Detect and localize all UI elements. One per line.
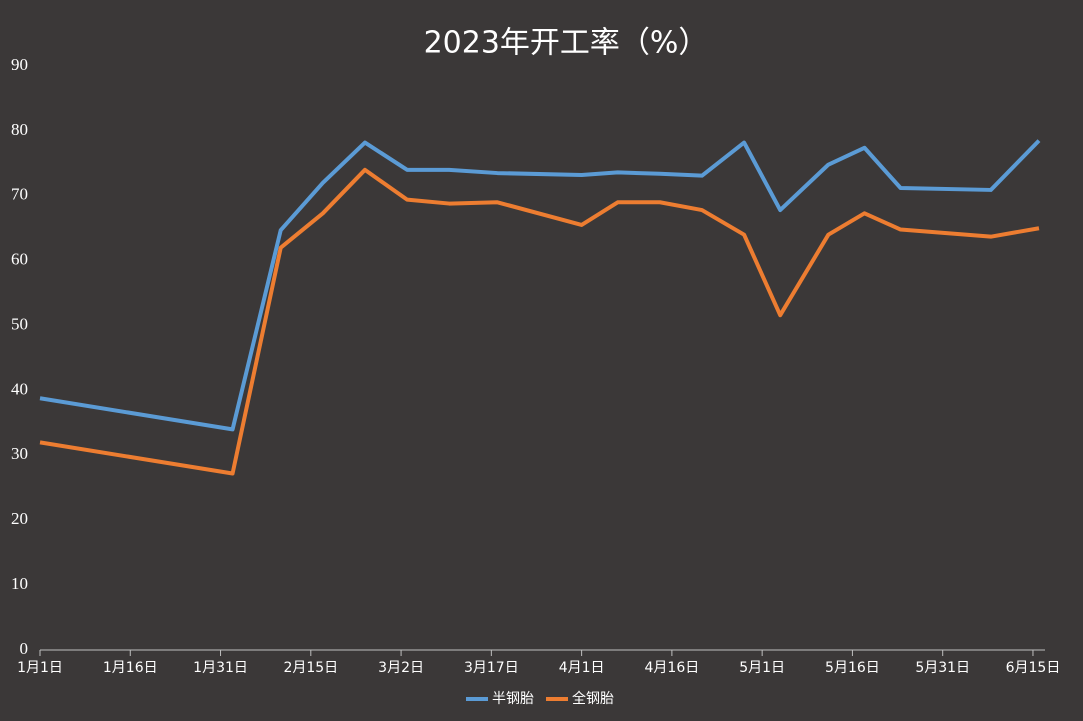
legend-label: 全钢胎: [572, 690, 614, 707]
y-tick-label: 40: [11, 379, 28, 398]
x-tick-label: 2月15日: [283, 660, 338, 676]
y-tick-label: 0: [20, 639, 29, 658]
x-tick-label: 1月16日: [103, 660, 158, 676]
x-tick-label: 5月31日: [915, 660, 970, 676]
y-tick-label: 20: [11, 509, 28, 528]
x-tick-label: 1月31日: [193, 660, 248, 676]
y-tick-label: 10: [11, 574, 28, 593]
x-tick-label: 3月17日: [464, 660, 519, 676]
y-tick-label: 30: [11, 444, 28, 463]
x-tick-label: 5月1日: [739, 660, 785, 676]
legend-label: 半钢胎: [492, 691, 534, 707]
x-tick-label: 1月1日: [17, 660, 63, 676]
y-tick-label: 60: [11, 250, 28, 269]
x-tick-label: 4月16日: [645, 660, 700, 676]
x-tick-label: 3月2日: [378, 660, 424, 676]
x-tick-label: 6月15日: [1006, 660, 1061, 676]
series-line: [39, 167, 1040, 476]
y-tick-label: 50: [11, 314, 28, 333]
chart-title: 2023年开工率（%）: [424, 26, 709, 61]
x-tick-label: 4月1日: [559, 660, 605, 676]
x-tick-label: 5月16日: [825, 660, 880, 676]
series-line: [39, 139, 1041, 432]
y-tick-label: 80: [11, 120, 28, 139]
y-tick-label: 70: [11, 185, 28, 204]
y-tick-label: 90: [11, 55, 28, 74]
